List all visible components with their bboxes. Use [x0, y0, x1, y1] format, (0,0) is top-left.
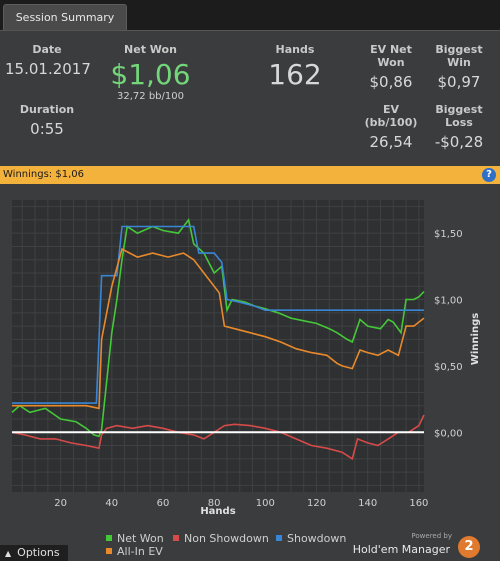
- ev-bb100-label: EV (bb/100): [364, 103, 418, 129]
- x-tick-label: 60: [157, 498, 170, 509]
- x-tick-label: 160: [409, 498, 428, 509]
- hm2-logo-icon: 2: [458, 536, 480, 558]
- legend-net-won-label: Net Won: [117, 532, 164, 545]
- legend-non-showdown-label: Non Showdown: [184, 532, 269, 545]
- series-line-all-in-ev: [12, 247, 425, 410]
- hands-block: Hands 162: [250, 43, 340, 91]
- x-axis-ticks: 20 40 60 80 100 120 140 160: [54, 498, 428, 509]
- y-tick-label: $1,50: [434, 229, 463, 240]
- x-axis-label: Hands: [200, 506, 235, 517]
- tab-bar: Session Summary: [0, 0, 500, 30]
- net-won-value: $1,06: [110, 58, 191, 91]
- series-lines: [11, 218, 425, 461]
- series-line-non-showdown: [11, 414, 425, 461]
- legend-non-showdown[interactable]: Non Showdown: [173, 532, 269, 545]
- brand-name: Hold'em Manager: [352, 543, 450, 556]
- tab-session-summary[interactable]: Session Summary: [3, 4, 127, 30]
- summary-panel: Date 15.01.2017 Duration 0:55 Net Won $1…: [0, 30, 500, 166]
- biggest-loss-block: Biggest Loss -$0,28: [424, 103, 494, 151]
- net-won-label: Net Won: [124, 43, 177, 56]
- date-value: 15.01.2017: [5, 60, 91, 78]
- legend-showdown-label: Showdown: [287, 532, 347, 545]
- options-label: Options: [17, 546, 60, 559]
- legend: Net Won Non Showdown Showdown All-In EV: [0, 521, 500, 561]
- series-line-showdown: [12, 225, 424, 404]
- winnings-text: Winnings: $1,06: [3, 169, 84, 180]
- x-tick-label: 100: [256, 498, 275, 509]
- options-button[interactable]: ▲ Options: [0, 545, 68, 561]
- duration-label: Duration: [19, 103, 75, 116]
- ev-net-won-block: EV Net Won $0,86: [358, 43, 424, 91]
- ev-net-won-label: EV Net Won: [370, 43, 412, 69]
- brand-block: Powered by Hold'em Manager 2: [353, 532, 490, 560]
- hands-value: 162: [268, 58, 322, 91]
- x-tick-label: 120: [307, 498, 326, 509]
- legend-non-showdown-swatch: [173, 535, 179, 541]
- winnings-banner: Winnings: $1,06 ?: [0, 166, 500, 184]
- legend-net-won[interactable]: Net Won: [106, 532, 164, 545]
- biggest-win-label: Biggest Win: [435, 43, 483, 69]
- legend-showdown[interactable]: Showdown: [276, 532, 346, 545]
- biggest-win-block: Biggest Win $0,97: [424, 43, 494, 91]
- series-line-net-won: [11, 218, 425, 438]
- ev-net-won-value: $0,86: [369, 73, 413, 91]
- legend-all-in-ev-label: All-In EV: [117, 545, 163, 558]
- chevron-up-icon: ▲: [5, 549, 12, 558]
- winnings-chart-svg: 20 40 60 80 100 120 140 160 $0,00 $0,50 $1,00 $1,5…: [11, 200, 481, 517]
- help-icon[interactable]: ?: [482, 168, 496, 182]
- duration-value: 0:55: [30, 120, 64, 138]
- biggest-win-value: $0,97: [437, 73, 481, 91]
- legend-all-in-ev-swatch: [106, 548, 112, 554]
- y-tick-label: $1,00: [434, 296, 463, 307]
- winnings-chart: 20 40 60 80 100 120 140 160 $0,00 $0,50 $1,00 $1,5…: [0, 184, 500, 521]
- biggest-loss-label: Biggest Loss: [435, 103, 483, 129]
- x-tick-label: 40: [105, 498, 118, 509]
- net-won-block: Net Won $1,06 32,72 bb/100: [98, 43, 203, 102]
- net-won-bb100: 32,72 bb/100: [117, 91, 184, 102]
- hands-label: Hands: [275, 43, 315, 56]
- y-axis-label: Winnings: [470, 313, 481, 365]
- ev-bb100-value: 26,54: [369, 133, 413, 151]
- y-tick-label: $0,50: [434, 362, 463, 373]
- duration-block: Duration 0:55: [5, 103, 89, 138]
- legend-net-won-swatch: [106, 535, 112, 541]
- y-axis-ticks: $0,00 $0,50 $1,00 $1,50: [434, 229, 463, 439]
- x-tick-label: 20: [54, 498, 67, 509]
- biggest-loss-value: -$0,28: [434, 133, 484, 151]
- legend-showdown-swatch: [276, 535, 282, 541]
- x-tick-label: 80: [208, 498, 221, 509]
- y-tick-label: $0,00: [434, 428, 463, 439]
- legend-all-in-ev[interactable]: All-In EV: [106, 545, 163, 558]
- x-tick-label: 140: [358, 498, 377, 509]
- ev-bb100-block: EV (bb/100) 26,54: [358, 103, 424, 151]
- date-label: Date: [32, 43, 62, 56]
- date-block: Date 15.01.2017: [5, 43, 91, 78]
- powered-by-text: Powered by: [411, 532, 452, 540]
